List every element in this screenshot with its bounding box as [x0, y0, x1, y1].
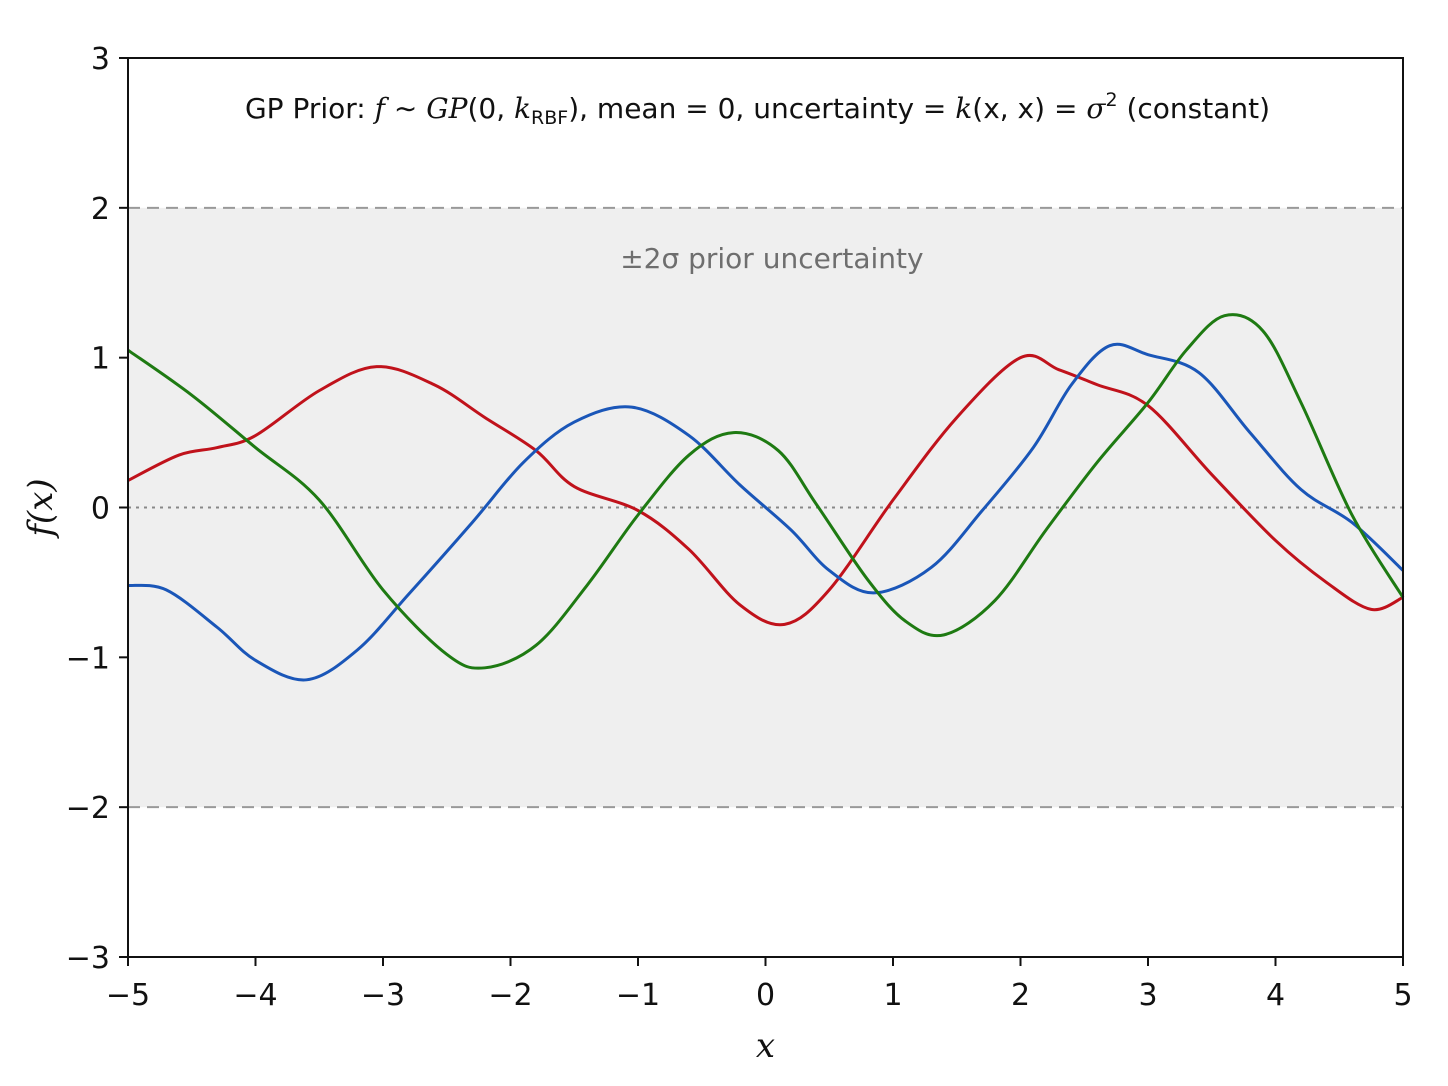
y-tick-label: 0 [91, 492, 110, 527]
y-tick-label: −3 [66, 941, 110, 976]
plot-area [127, 57, 1405, 958]
title-k2: k [955, 92, 972, 125]
x-tick-label: 4 [1266, 978, 1285, 1013]
x-tick-label: −1 [616, 978, 660, 1013]
title-mid: ), mean = 0, uncertainty = [568, 92, 955, 125]
title-args: (x, x) = [972, 92, 1086, 125]
series-line-3 [127, 313, 1405, 670]
y-tick-label: −2 [66, 791, 110, 826]
x-tick-label: 3 [1138, 978, 1157, 1013]
x-tick-label: −4 [233, 978, 277, 1013]
x-axis-ticks: −5 −4 −3 −2 −1 0 1 2 3 4 5 [106, 957, 1413, 1013]
y-tick-label: 2 [91, 192, 110, 227]
y-tick-label: 1 [91, 342, 110, 377]
title-superscript: 2 [1105, 89, 1117, 111]
x-tick-label: −5 [106, 978, 150, 1013]
series-lines [127, 313, 1405, 682]
y-tick-label: 3 [91, 42, 110, 77]
title-open: (0, [468, 92, 515, 125]
x-axis-label: x [756, 1026, 775, 1066]
y-axis-label: f(x) [21, 478, 61, 539]
title-prefix: GP Prior: [245, 92, 375, 125]
title-sim: ∼ [385, 92, 426, 125]
title-suffix: (constant) [1118, 92, 1270, 125]
x-tick-label: 5 [1393, 978, 1412, 1013]
series-line-2 [127, 342, 1405, 682]
x-tick-label: 1 [883, 978, 902, 1013]
title-sigma: σ [1086, 92, 1106, 125]
title-k: k [514, 92, 531, 125]
series-line-1 [127, 354, 1404, 627]
y-tick-label: −1 [66, 641, 110, 676]
title-gp: GP [426, 92, 468, 125]
x-tick-label: −2 [488, 978, 532, 1013]
x-tick-label: 2 [1011, 978, 1030, 1013]
y-axis-ticks: −3 −2 −1 0 1 2 3 [66, 42, 128, 976]
title-subscript: RBF [531, 107, 568, 129]
x-tick-label: 0 [756, 978, 775, 1013]
x-tick-label: −3 [361, 978, 405, 1013]
band-label: ±2σ prior uncertainty [620, 242, 923, 275]
chart-title: GP Prior: f ∼ GP(0, kRBF), mean = 0, unc… [245, 89, 1270, 129]
